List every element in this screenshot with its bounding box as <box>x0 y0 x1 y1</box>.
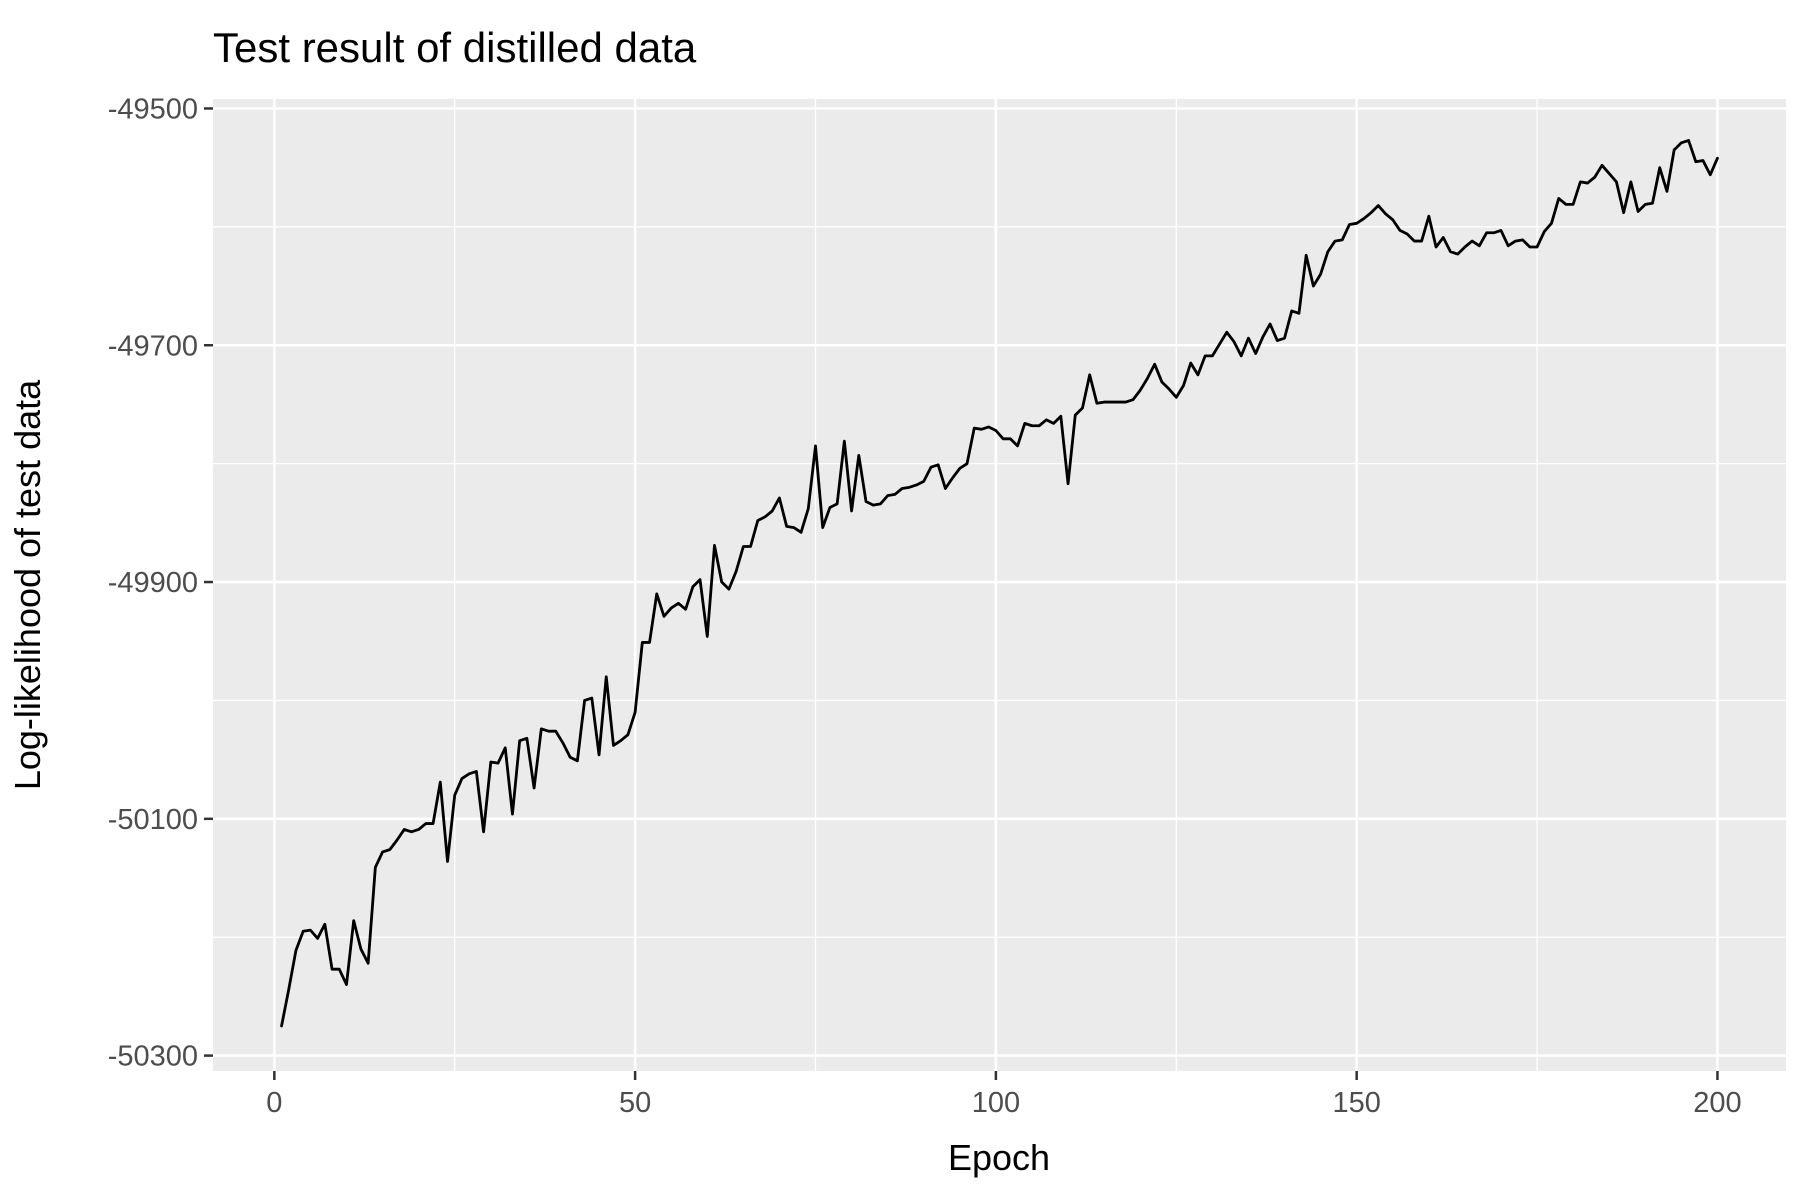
y-tick-label: -49500 <box>108 93 198 125</box>
y-axis-ticks: -49500 -49700 -49900 -50100 -50300 <box>108 93 213 1073</box>
y-axis-title: Log-likelihood of test data <box>7 379 48 790</box>
chart-title: Test result of distilled data <box>213 24 697 71</box>
x-axis-ticks: 0 50 100 150 200 <box>266 1071 1742 1119</box>
y-tick-label: -50300 <box>108 1041 198 1073</box>
x-tick-label: 50 <box>619 1087 651 1119</box>
x-axis-title: Epoch <box>948 1137 1050 1178</box>
major-gridlines <box>213 99 1786 1071</box>
x-tick-label: 150 <box>1332 1087 1380 1119</box>
y-tick-label: -49700 <box>108 330 198 362</box>
y-tick-label: -50100 <box>108 804 198 836</box>
y-tick-label: -49900 <box>108 567 198 599</box>
x-tick-label: 100 <box>972 1087 1020 1119</box>
series-line <box>280 139 1719 1028</box>
plot-panel <box>213 99 1786 1071</box>
x-tick-label: 0 <box>266 1087 282 1119</box>
minor-gridlines <box>213 99 1786 1071</box>
x-tick-label: 200 <box>1693 1087 1741 1119</box>
